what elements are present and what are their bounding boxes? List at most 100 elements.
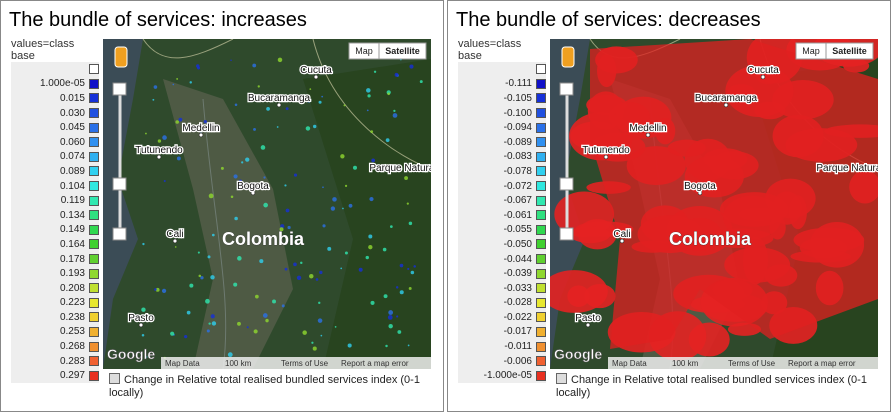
overlay-speck [260,145,266,150]
overlay-speck [300,261,303,265]
map-type-button[interactable] [378,42,427,60]
map-footer-text[interactable]: Terms of Use [281,359,329,368]
city-label: Bogota [684,181,716,192]
map-type-label: Satellite [385,46,420,56]
legend-swatch [89,312,99,323]
legend-label: 0.193 [59,268,85,280]
map-type-button[interactable] [825,42,874,60]
legend-swatch [89,268,99,279]
overlay-speck [172,83,175,86]
legend-row: 0.149 [11,222,99,238]
river [202,98,227,369]
overlay-speck [263,176,266,179]
panel: The bundle of services: increases values=… [0,0,444,412]
city-dot [250,190,256,196]
overlay-speck [280,224,285,229]
panel: The bundle of services: decreases values=… [447,0,891,412]
overlay-speck [413,265,416,268]
overlay-speck [317,318,323,323]
map-footer-text[interactable]: Terms of Use [728,359,776,368]
overlay-speck [305,126,311,131]
legend-label: 0.223 [59,297,85,309]
overlay-patch [590,39,878,349]
caption: Change in Relative total realised bundle… [109,373,429,400]
overlay-speck [408,221,413,226]
legend-swatch [89,78,99,89]
legend-row: -0.022 [458,310,546,325]
city-label: Parque Natural [369,163,431,174]
legend-row: -0.072 [458,178,546,194]
legend-swatch [536,108,546,119]
overlay-speck [322,224,326,228]
legend-swatch [89,283,99,294]
overlay-speck [392,113,398,118]
overlay-speck [284,184,287,187]
overlay-speck [395,286,399,289]
city-label: Cucuta [747,65,779,76]
zoom-button[interactable] [112,82,127,96]
overlay-speck [369,197,374,202]
legend-swatch [89,108,99,119]
zoom-button[interactable] [559,227,574,241]
legend-swatch [536,224,546,235]
overlay-speck [233,174,238,179]
overlay-speck [141,333,145,337]
pegman [114,46,128,68]
city-label: Bucaramanga [248,93,311,104]
country-label: Colombia [669,229,752,249]
overlay-speck [257,85,260,88]
legend-row: -0.017 [458,324,546,340]
legend-label: -0.100 [503,107,532,119]
overlay-speck [252,63,257,68]
legend-label: -0.072 [503,180,532,192]
overlay-speck [198,274,202,278]
legend-swatch [89,195,99,206]
overlay-speck [385,138,390,143]
overlay-patch [569,226,611,244]
overlay-speck [186,310,191,315]
overlay-speck [207,255,211,259]
overlay-speck [210,275,215,280]
zoom-button[interactable] [559,82,574,96]
legend-label: 0.030 [59,107,85,119]
overlay-speck [211,233,215,237]
overlay-speck [315,278,319,281]
map-footer-text[interactable]: Report a map error [341,359,409,368]
zoom-button[interactable] [112,177,127,191]
overlay-speck [153,85,158,89]
city-label: Bucaramanga [695,93,758,104]
overlay-speck [334,326,337,328]
overlay-speck [210,314,215,319]
legend-label: 0.149 [59,224,85,236]
overlay-speck [348,203,353,208]
overlay-speck [287,225,291,230]
overlay-speck [358,267,363,272]
legend-label: 0.297 [59,370,85,382]
overlay-speck [203,119,208,124]
overlay-speck [298,100,301,103]
legend-swatch [89,297,99,308]
checkbox[interactable] [556,373,567,384]
overlay-speck [368,234,373,239]
legend-row [11,62,99,77]
map-footer-text[interactable]: Report a map error [788,359,856,368]
zoom-button[interactable] [559,177,574,191]
overlay-speck [161,288,167,293]
overlay-speck [389,225,393,228]
overlay-speck [320,334,323,337]
overlay-speck [220,166,224,170]
legend-row: 0.283 [11,353,99,369]
overlay-speck [281,304,285,308]
overlay-speck [370,130,374,134]
checkbox[interactable] [109,373,120,384]
overlay-speck [196,64,200,68]
overlay-speck [404,176,409,180]
legend-label: -1.000e-05 [483,370,532,382]
overlay-speck [279,227,284,232]
zoom-button[interactable] [112,227,127,241]
legend-swatch [536,254,546,265]
legend-swatch [89,370,99,381]
overlay-speck [285,208,290,213]
overlay-speck [312,346,317,351]
overlay-speck [365,255,369,260]
